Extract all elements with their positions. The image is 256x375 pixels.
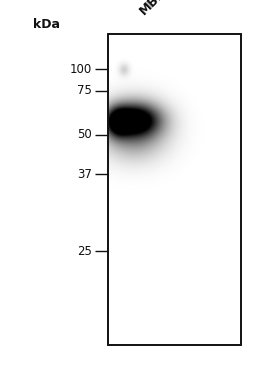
- Text: 100: 100: [70, 63, 92, 76]
- Bar: [108, 34, 241, 345]
- Bar: [0, 0, 108, 375]
- Bar: [108, 345, 241, 375]
- Text: 75: 75: [77, 84, 92, 97]
- Text: 75: 75: [77, 84, 92, 97]
- Text: 25: 25: [77, 245, 92, 258]
- Text: 37: 37: [77, 168, 92, 181]
- Bar: [108, 34, 241, 345]
- Bar: [108, 34, 241, 345]
- Text: MBP-HFQ: MBP-HFQ: [137, 0, 192, 17]
- Text: kDa: kDa: [33, 18, 60, 31]
- Text: 25: 25: [77, 245, 92, 258]
- Text: kDa: kDa: [33, 18, 60, 31]
- Bar: [241, 0, 256, 375]
- Text: 50: 50: [77, 129, 92, 141]
- Bar: [108, 0, 241, 34]
- Text: 50: 50: [77, 129, 92, 141]
- Text: 37: 37: [77, 168, 92, 181]
- Text: 100: 100: [70, 63, 92, 76]
- Text: MBP-HFQ: MBP-HFQ: [137, 0, 192, 17]
